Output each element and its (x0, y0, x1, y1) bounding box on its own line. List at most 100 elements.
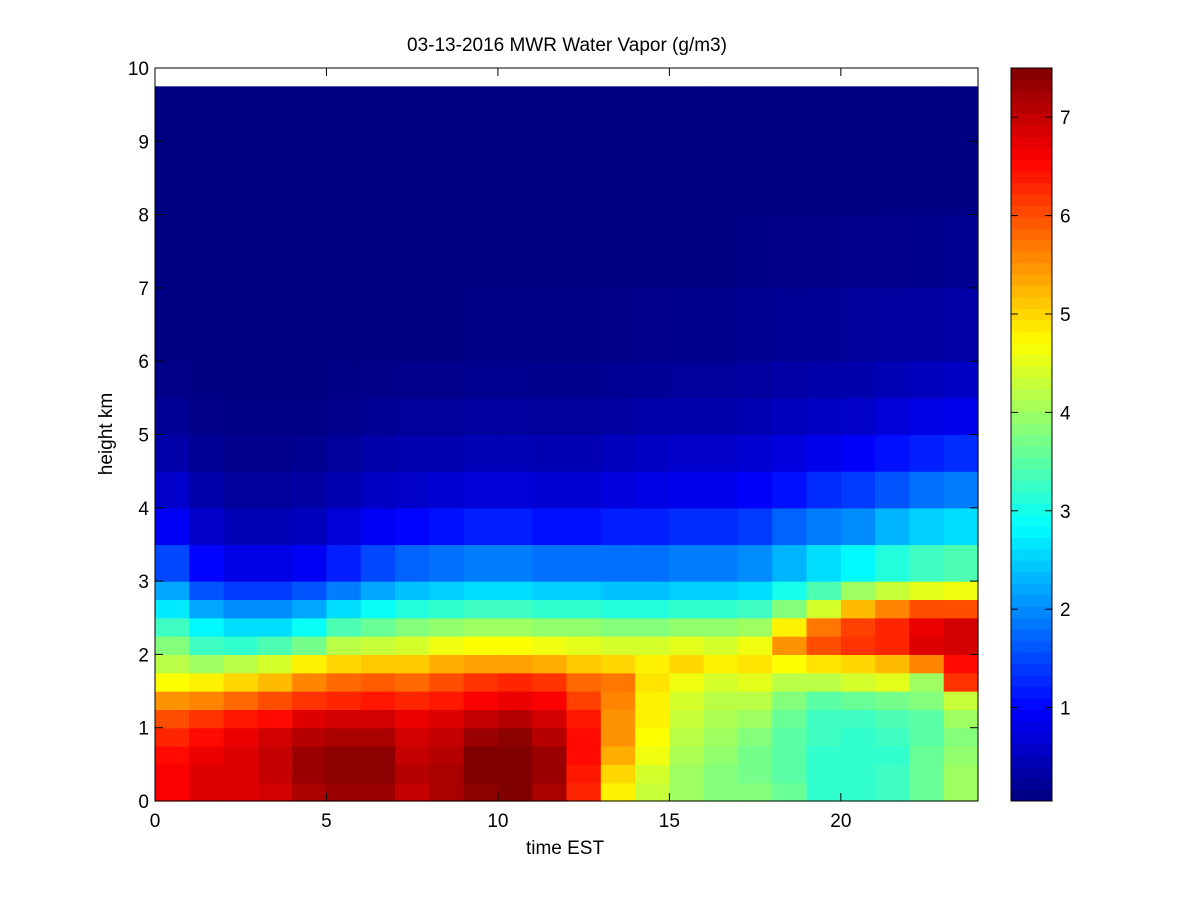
heatmap-cell (463, 544, 499, 582)
colorbar-band (1011, 262, 1052, 275)
heatmap-cell (429, 709, 465, 729)
heatmap-cell (189, 141, 225, 216)
colorbar-band (1011, 68, 1052, 80)
heatmap-cell (943, 397, 979, 436)
heatmap-cell (875, 471, 911, 509)
heatmap-cell (292, 471, 328, 509)
heatmap-cell (395, 544, 430, 582)
heatmap-cell (326, 287, 362, 362)
heatmap-cell (292, 599, 328, 619)
heatmap-cell (189, 581, 225, 601)
colorbar-band (1011, 491, 1052, 504)
heatmap-cell (566, 287, 602, 362)
colorbar-band (1011, 239, 1052, 252)
heatmap-cell (292, 782, 328, 802)
heatmap-cell (429, 287, 465, 362)
heatmap-cell (189, 544, 225, 582)
heatmap-cell (737, 691, 773, 710)
heatmap-cell (497, 214, 533, 289)
heatmap-cell (360, 672, 396, 692)
heatmap-cell (669, 691, 705, 710)
heatmap-cell (703, 691, 739, 710)
heatmap-cell (669, 507, 705, 546)
heatmap-cell (737, 471, 773, 509)
heatmap-cell (257, 214, 293, 289)
heatmap-cell (189, 617, 225, 637)
heatmap-cell (497, 709, 533, 729)
colorbar-band (1011, 388, 1052, 401)
heatmap-cell (360, 287, 396, 362)
heatmap-cell (497, 471, 533, 509)
colorbar-band (1011, 617, 1052, 630)
heatmap-cell (429, 471, 465, 509)
heatmap-cell (669, 617, 705, 637)
heatmap-cell (257, 287, 293, 362)
heatmap-cell (669, 746, 705, 765)
heatmap-cell (463, 746, 499, 765)
heatmap-cell (155, 141, 190, 216)
heatmap-cell (395, 672, 430, 692)
heatmap-cell (737, 581, 773, 601)
heatmap-cell (292, 727, 328, 747)
heatmap-cell (635, 746, 670, 765)
heatmap-cell (840, 471, 876, 509)
heatmap-cell (497, 434, 533, 472)
heatmap-cell (189, 507, 225, 546)
heatmap-cell (429, 764, 465, 784)
heatmap-cell (737, 782, 773, 802)
colorbar-band (1011, 228, 1052, 241)
heatmap-cell (875, 544, 911, 582)
heatmap-cell (669, 654, 705, 674)
heatmap-cell (257, 361, 293, 399)
heatmap-cell (429, 214, 465, 289)
heatmap-cell (395, 746, 430, 765)
colorbar-band (1011, 766, 1052, 779)
heatmap-cell (429, 782, 465, 802)
heatmap-cell (292, 544, 328, 582)
x-tick-label: 20 (830, 811, 851, 832)
heatmap-cell (566, 471, 602, 509)
colorbar-band (1011, 411, 1052, 424)
heatmap-cell (635, 672, 670, 692)
heatmap-cell (395, 617, 430, 637)
y-tick-label: 9 (138, 132, 149, 153)
heatmap-cell (737, 617, 773, 637)
heatmap-cell (943, 727, 979, 747)
heatmap (155, 86, 979, 802)
heatmap-cell (360, 764, 396, 784)
y-tick-label: 3 (138, 572, 149, 593)
heatmap-cell (223, 86, 259, 142)
heatmap-cell (875, 581, 911, 601)
heatmap-cell (532, 599, 568, 619)
heatmap-cell (497, 764, 533, 784)
heatmap-cell (497, 727, 533, 747)
heatmap-cell (737, 636, 773, 655)
heatmap-cell (703, 746, 739, 765)
heatmap-cell (429, 599, 465, 619)
colorbar-band (1011, 423, 1052, 435)
heatmap-cell (772, 599, 808, 619)
heatmap-cell (155, 86, 190, 142)
heatmap-cell (326, 599, 362, 619)
heatmap-cell (326, 471, 362, 509)
heatmap-cell (669, 599, 705, 619)
heatmap-cell (806, 654, 842, 674)
heatmap-cell (155, 764, 190, 784)
heatmap-cell (669, 709, 705, 729)
heatmap-cell (155, 599, 190, 619)
y-tick-label: 10 (128, 59, 149, 80)
heatmap-cell (840, 434, 876, 472)
heatmap-cell (772, 507, 808, 546)
heatmap-cell (566, 214, 602, 289)
heatmap-cell (806, 636, 842, 655)
heatmap-cell (840, 636, 876, 655)
heatmap-cell (189, 746, 225, 765)
heatmap-cell (635, 397, 670, 436)
heatmap-cell (360, 691, 396, 710)
colorbar-band (1011, 709, 1052, 722)
heatmap-cell (497, 691, 533, 710)
heatmap-cell (737, 214, 773, 289)
heatmap-cell (532, 86, 568, 142)
heatmap-cell (909, 141, 945, 216)
